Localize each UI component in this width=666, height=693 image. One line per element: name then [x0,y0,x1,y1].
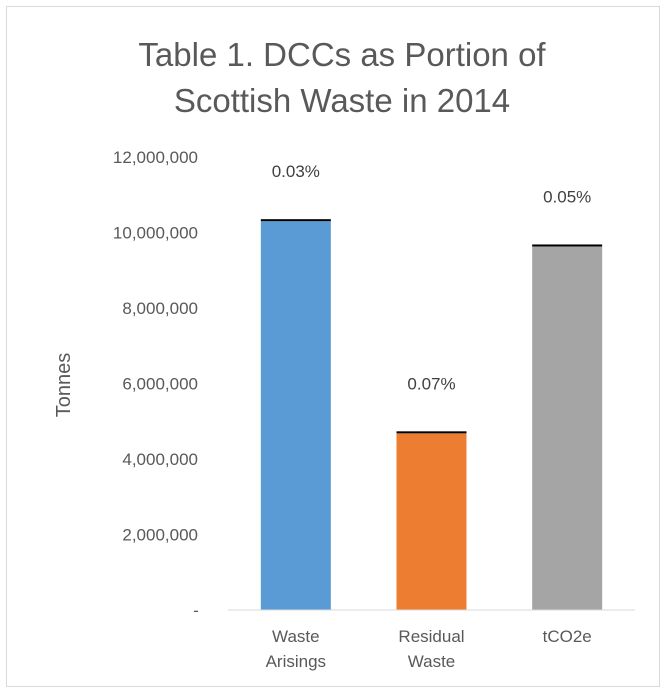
data-label: 0.07% [407,374,455,393]
y-tick-label: 6,000,000 [122,375,198,394]
data-label: 0.03% [272,162,320,181]
chart-title-line-2: Scottish Waste in 2014 [174,82,510,119]
data-labels: 0.03% 0.07% 0.05% [272,162,592,393]
bar [260,221,331,611]
y-tick-label: 2,000,000 [122,526,198,545]
y-tick-label: - [193,601,199,620]
x-category-label: Arisings [266,652,326,671]
x-axis-categories: Waste Arisings Residual Waste tCO2e [266,627,592,671]
y-axis-ticks: - 2,000,000 4,000,000 6,000,000 8,000,000 10,… [113,148,199,620]
dcc-segment [396,431,467,434]
chart-title-line-1: Table 1. DCCs as Portion of [138,36,546,73]
y-tick-label: 12,000,000 [113,148,198,167]
bar [532,246,603,610]
dcc-segment [532,244,603,247]
x-category-label: Residual [398,627,464,646]
y-tick-label: 10,000,000 [113,224,198,243]
bar [396,433,467,610]
x-category-label: tCO2e [543,627,592,646]
x-category-label: Waste [272,627,320,646]
y-axis-title: Tonnes [53,353,75,418]
y-tick-label: 4,000,000 [122,450,198,469]
bars-group [260,219,603,611]
x-category-label: Waste [408,652,456,671]
y-tick-label: 8,000,000 [122,299,198,318]
data-label: 0.05% [543,187,591,206]
dcc-segment [260,219,331,222]
